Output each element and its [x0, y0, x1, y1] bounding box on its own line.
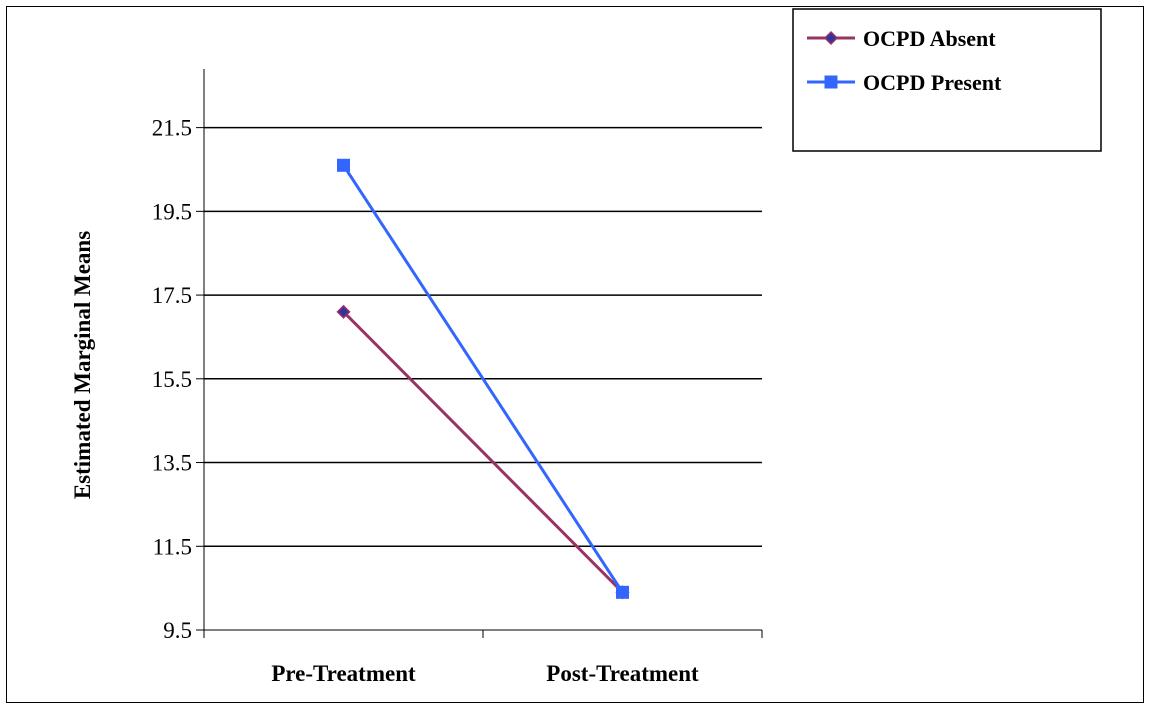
y-tick-label: 21.5 [152, 116, 192, 141]
series-line-2 [342, 164, 624, 594]
y-axis-title: Estimated Marginal Means [70, 231, 95, 499]
data-point-square [824, 75, 838, 89]
chart-frame: 9.5 11.5 13.5 15.5 17.5 19.5 21.5 Pre-Treatment… [6, 6, 1144, 703]
legend: OCPD Absent OCPD Present [792, 8, 1102, 152]
x-category-label: Post-Treatment [546, 661, 699, 686]
axes: 9.5 11.5 13.5 15.5 17.5 19.5 21.5 Pre-Treatment… [152, 69, 763, 686]
y-tick-label: 13.5 [152, 451, 192, 476]
y-tick-label: 11.5 [153, 534, 192, 559]
legend-label: OCPD Present [863, 70, 1002, 95]
legend-label: OCPD Absent [863, 26, 996, 51]
y-tick-label: 15.5 [152, 367, 192, 392]
legend-box [792, 8, 1102, 152]
data-point-diamond [336, 304, 351, 319]
gridlines [204, 126, 762, 548]
x-category-label: Pre-Treatment [271, 661, 416, 686]
data-point-square [337, 158, 350, 172]
data-point-diamond [823, 30, 839, 46]
line-chart: 9.5 11.5 13.5 15.5 17.5 19.5 21.5 Pre-Treatment… [70, 8, 1102, 686]
data-point-square [616, 585, 629, 599]
y-tick-label: 17.5 [152, 283, 192, 308]
series-layer [336, 158, 630, 600]
y-tick-label: 19.5 [152, 199, 192, 224]
y-tick-label: 9.5 [163, 618, 192, 643]
series-line-1 [342, 310, 624, 594]
